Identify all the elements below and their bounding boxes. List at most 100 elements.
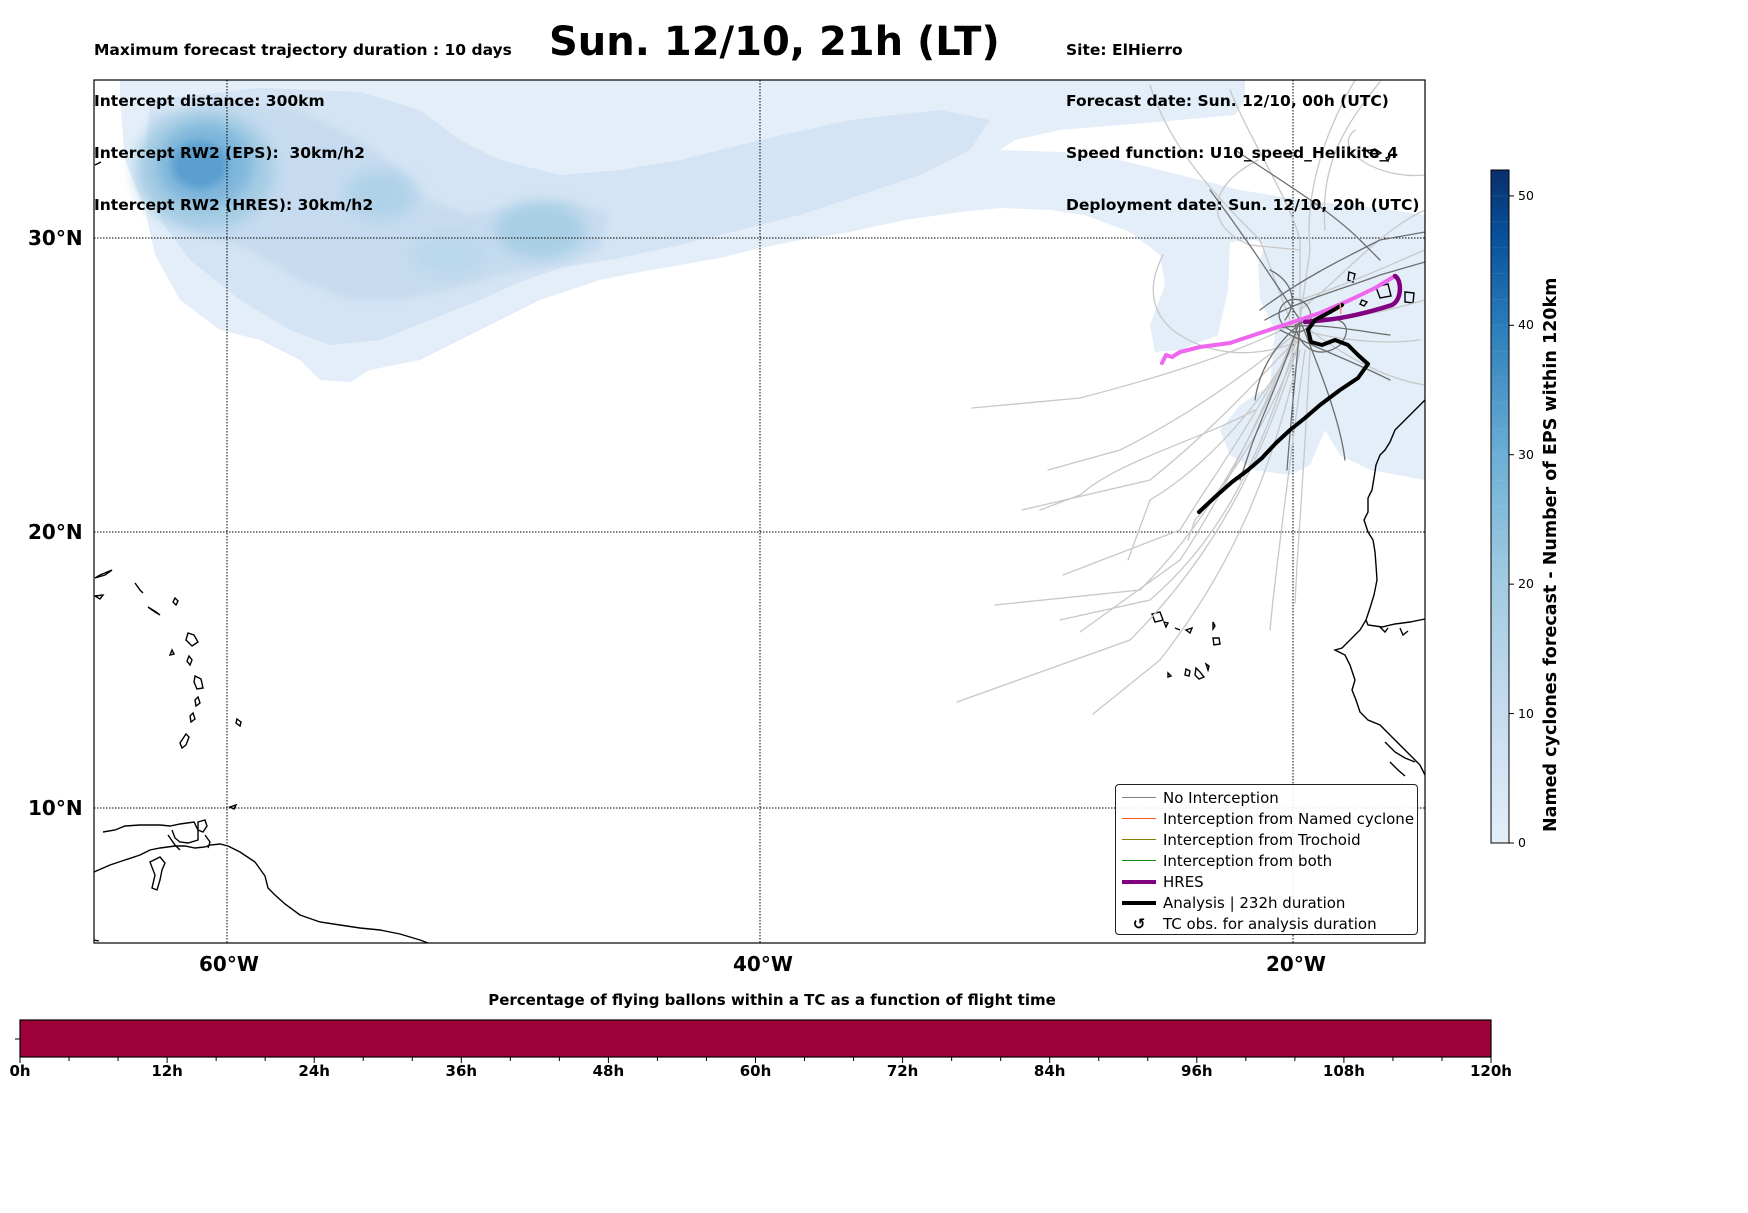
forecast-parameters: Maximum forecast trajectory duration : 1… [94,7,512,232]
antilles-12 [134,582,144,594]
island-canary-1 [1347,271,1356,283]
coast-orinoco [167,834,211,851]
intercept-rw2-hres-text: Intercept RW2 (HRES): 30km/h2 [94,196,374,215]
antilles-5 [189,711,196,724]
antilles-6 [179,732,190,750]
trajectory [1269,325,1391,336]
legend-item-named-cyclone: Interception from Named cyclone [1116,808,1417,829]
colorbar-title: Named cyclones forecast - Number of EPS … [1541,277,1561,832]
analysis-tc-obs-marker [1339,302,1342,315]
legend-line-both [1122,859,1156,862]
site-parameters: Site: ElHierro Forecast date: Sun. 12/10… [1066,7,1419,232]
antilles-10 [94,594,105,600]
legend-item-hres: HRES [1116,871,1417,892]
flight-bar-tick-label: 12h [151,1062,183,1080]
legend-item-trochoid: Interception from Trochoid [1116,829,1417,850]
coast-venezuela-north [102,821,199,844]
lon-label-60w: 60°W [199,952,259,976]
legend-line-no-interception [1122,796,1156,799]
trajectory [1254,321,1303,401]
colorbar [1490,169,1514,844]
antilles-4 [194,695,201,708]
island-cape-verde-2 [1162,620,1170,629]
hres-path-light [1160,274,1397,365]
page-title: Sun. 12/10, 21h (LT) [549,19,1000,65]
lon-label-40w: 40°W [733,952,793,976]
colorbar-tick-label: 40 [1518,317,1534,333]
island-tobago [228,803,238,810]
flight-bar-title: Percentage of flying ballons within a TC… [488,991,1056,1009]
legend-item-analysis: Analysis | 232h duration [1116,892,1417,913]
trajectory [1239,319,1301,481]
legend-label: Interception from Trochoid [1163,830,1361,849]
flight-bar-tick-label: 72h [886,1062,919,1080]
coast-south-america [94,843,429,943]
legend-item-both: Interception from both [1116,850,1417,871]
trajectory [1127,339,1299,561]
legend-line-named-cyclone [1122,817,1156,820]
flight-time-bar [15,1019,1492,1063]
island-sw-corner [94,939,100,942]
trajectory [1294,349,1311,604]
colorbar-ticks [1509,195,1514,844]
colorbar-fill [1491,170,1509,843]
trajectory [1309,299,1425,321]
legend-line-trochoid [1122,838,1156,841]
island-cape-verde-1 [1151,611,1164,623]
forecast-date-text: Forecast date: Sun. 12/10, 00h (UTC) [1066,92,1389,111]
flight-bar-tick-label: 84h [1033,1062,1066,1080]
colorbar-bands [1491,195,1509,818]
island-cape-verde-7 [1184,667,1191,677]
legend-line-hres [1122,879,1156,884]
legend-item-tc-obs: ↺ TC obs. for analysis duration [1116,913,1417,934]
trajectory [1079,329,1297,633]
legend-item-no-interception: No Interception [1116,787,1417,808]
island-barbados [235,717,242,728]
antilles-11 [147,606,161,616]
colorbar-tick-label: 20 [1518,576,1534,592]
trajectory [1152,254,1301,354]
hres-path-dark [1302,273,1403,325]
antilles-1 [185,632,199,647]
cyclone-icon: ↺ [1132,914,1146,933]
colorbar-frame [1490,169,1510,844]
trajectory [1259,231,1425,311]
trajectory [956,339,1301,703]
hres-trajectory [1160,273,1403,365]
analysis-trajectory [1197,303,1370,514]
coast-africa [1333,399,1425,776]
trajectory [1039,409,1256,511]
trajectory [1187,339,1301,541]
density-core-east-2 [410,233,490,277]
legend-label: Analysis | 232h duration [1163,893,1346,912]
island-cape-verde-3 [1174,626,1194,635]
trajectory [1278,298,1312,333]
trajectory [1299,249,1425,301]
flight-bar-tick-label: 120h [1470,1062,1512,1080]
colorbar-tick-label: 0 [1518,835,1526,850]
antilles-9 [94,569,113,579]
antilles-7 [168,648,176,657]
island-canary-3 [1375,283,1392,299]
intercept-rw2-eps-text: Intercept RW2 (EPS): 30km/h2 [94,144,365,163]
flight-bar-tick-label: 96h [1181,1062,1213,1080]
intercept-distance-text: Intercept distance: 300km [94,92,325,111]
legend-label: No Interception [1163,788,1279,807]
trajectory [1047,329,1301,471]
island-cape-verde-6 [1194,666,1206,680]
antilles-2 [186,654,193,667]
trajectory [971,319,1301,409]
site-text: Site: ElHierro [1066,40,1183,59]
trajectory [1279,329,1391,381]
trajectory [1062,334,1298,576]
legend-label: Interception from Named cyclone [1163,809,1415,828]
lon-label-20w: 20°W [1266,952,1326,976]
flight-bar-frame [19,1019,1492,1058]
lat-label-30n: 30°N [28,226,83,250]
flight-bar-fill [20,1020,1491,1057]
lat-label-20n: 20°N [28,520,83,544]
colorbar-tick-label: 10 [1518,705,1534,721]
legend-line-analysis [1122,900,1156,905]
trajectory [1309,329,1425,386]
trajectory [1294,317,1347,353]
